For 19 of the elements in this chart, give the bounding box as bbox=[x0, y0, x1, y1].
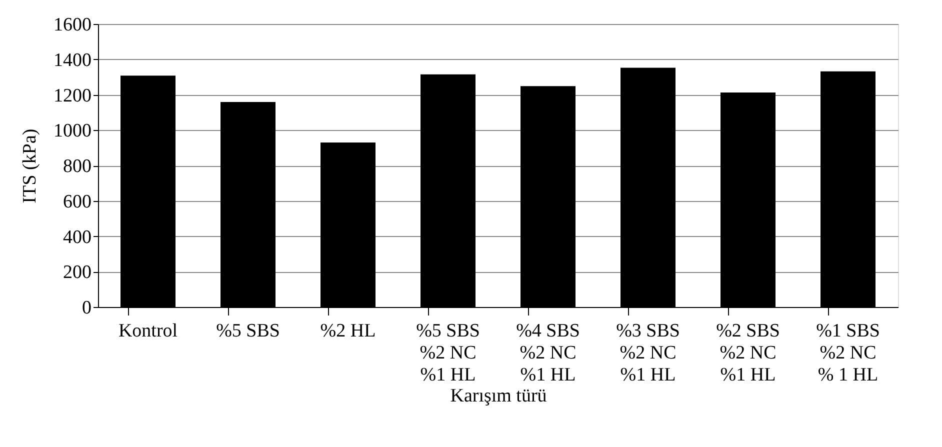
x-tick-label: %5 SBS %2 NC %1 HL bbox=[416, 320, 480, 386]
x-tick-label: %5 SBS bbox=[216, 320, 280, 342]
y-tick-label: 800 bbox=[63, 156, 92, 177]
x-tick-label: %1 SBS %2 NC % 1 HL bbox=[816, 320, 880, 386]
y-tick-label: 0 bbox=[82, 298, 92, 318]
y-tick-label: 600 bbox=[63, 191, 92, 212]
x-tick-label: %2 HL bbox=[320, 320, 376, 342]
y-axis-title: ITS (kPa) bbox=[20, 128, 40, 204]
y-tick-label: 1200 bbox=[54, 85, 92, 106]
y-tick-label: 1400 bbox=[54, 50, 92, 71]
x-tick-label: %4 SBS %2 NC %1 HL bbox=[516, 320, 580, 386]
y-tick-label: 400 bbox=[63, 226, 92, 248]
y-tick-label: 1000 bbox=[54, 120, 92, 142]
x-tick-label: Kontrol bbox=[118, 320, 178, 342]
x-tick-label: %2 SBS %2 NC %1 HL bbox=[716, 320, 780, 386]
y-tick-label: 1600 bbox=[54, 14, 92, 36]
x-tick-label: %3 SBS %2 NC %1 HL bbox=[616, 320, 680, 386]
y-tick-label: 200 bbox=[63, 262, 92, 284]
x-axis-title: Karışım türü bbox=[450, 386, 548, 406]
